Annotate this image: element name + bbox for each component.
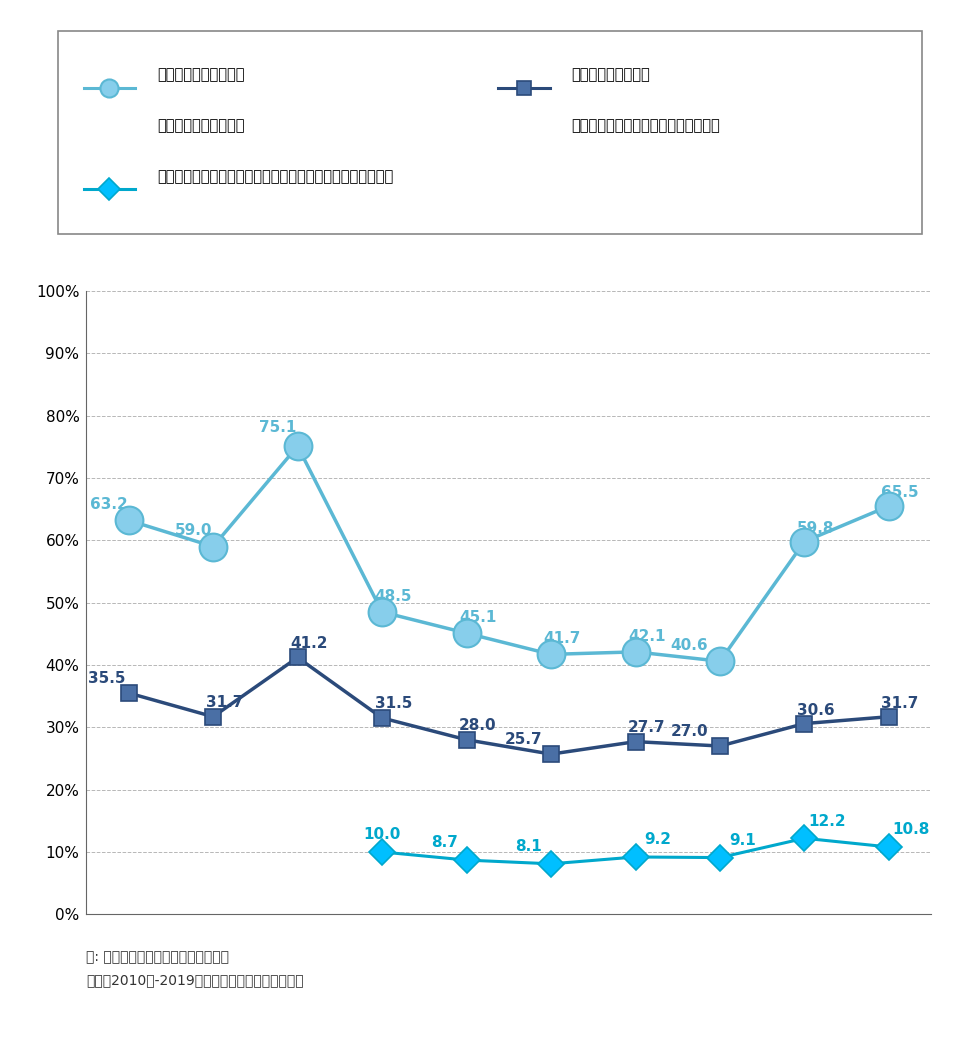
Text: 9.1: 9.1 <box>729 833 756 848</box>
Text: 48.5: 48.5 <box>374 589 412 604</box>
Text: 出所：2010年-2019年一般向けモバイル動向調査: 出所：2010年-2019年一般向けモバイル動向調査 <box>86 973 304 987</box>
Text: 41.2: 41.2 <box>290 636 327 650</box>
Text: あることを知っている: あることを知っている <box>156 118 245 133</box>
Text: スマホ・ケータイに: スマホ・ケータイに <box>571 68 651 83</box>
FancyBboxPatch shape <box>58 31 922 234</box>
Text: 注: スマホ・ケータイ所有者が回答。: 注: スマホ・ケータイ所有者が回答。 <box>86 950 229 964</box>
Text: 25.7: 25.7 <box>504 732 542 747</box>
Text: 40.6: 40.6 <box>671 638 708 652</box>
Text: 10.0: 10.0 <box>364 827 400 843</box>
Text: 59.0: 59.0 <box>175 524 212 538</box>
Text: 41.7: 41.7 <box>543 631 581 646</box>
Text: 9.2: 9.2 <box>644 832 671 847</box>
Text: 8.1: 8.1 <box>516 840 542 854</box>
Text: 30.6: 30.6 <box>797 703 834 718</box>
Text: 35.5: 35.5 <box>87 671 125 686</box>
Text: 12.2: 12.2 <box>808 814 846 828</box>
Text: 42.1: 42.1 <box>628 629 665 643</box>
Text: 災害用伝言ダイヤルが: 災害用伝言ダイヤルが <box>156 68 245 83</box>
Text: 59.8: 59.8 <box>797 521 834 536</box>
Text: 27.7: 27.7 <box>628 720 665 735</box>
Text: 10.8: 10.8 <box>893 822 930 837</box>
Text: 8.7: 8.7 <box>431 835 458 850</box>
Text: 災害用伝言板があることを知っている: 災害用伝言板があることを知っている <box>571 118 720 133</box>
Text: 63.2: 63.2 <box>90 497 128 512</box>
Text: 27.0: 27.0 <box>671 724 708 739</box>
Text: 75.1: 75.1 <box>259 420 297 435</box>
Text: 31.5: 31.5 <box>374 696 412 711</box>
Text: 45.1: 45.1 <box>459 610 496 624</box>
Text: スマホ・ケータイの災害用音声お届けサービスを知っている: スマホ・ケータイの災害用音声お届けサービスを知っている <box>156 169 394 184</box>
Text: 31.7: 31.7 <box>205 695 243 710</box>
Text: 31.7: 31.7 <box>881 696 919 711</box>
Text: 65.5: 65.5 <box>881 485 919 501</box>
Text: 28.0: 28.0 <box>459 718 496 732</box>
